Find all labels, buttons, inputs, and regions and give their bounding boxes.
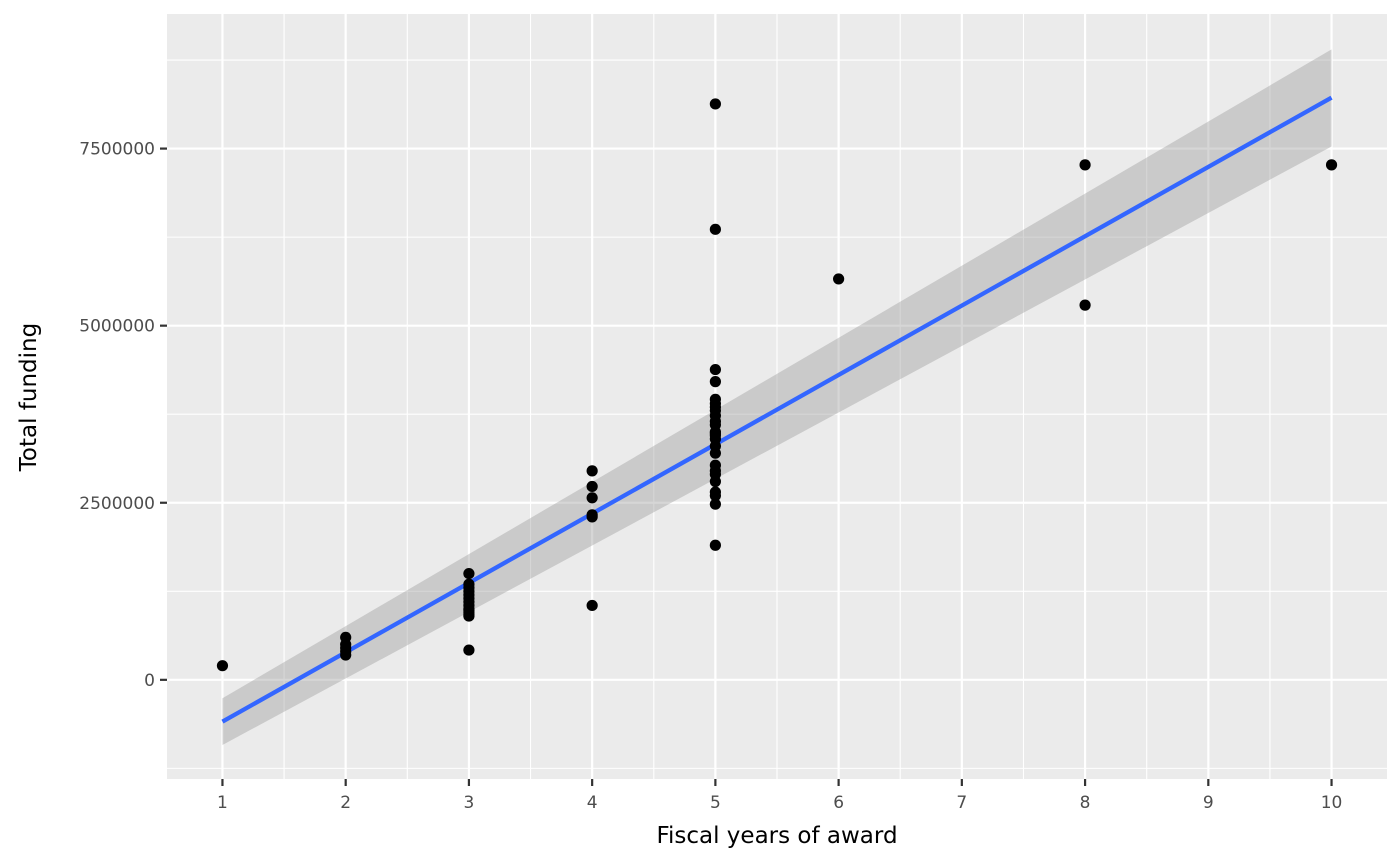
data-point	[586, 480, 598, 493]
data-point	[709, 447, 721, 459]
data-point	[709, 223, 721, 235]
x-tick-label-4: 4	[587, 793, 598, 813]
data-point	[709, 498, 721, 510]
x-tick-label-7: 7	[956, 793, 967, 813]
data-point	[709, 475, 721, 488]
data-point	[1079, 159, 1091, 171]
data-point	[709, 363, 721, 376]
x-tick-label-1: 1	[217, 793, 228, 813]
data-point	[709, 490, 721, 502]
y-tick-label-7500000: 7500000	[79, 140, 155, 160]
x-tick-label-2: 2	[340, 793, 351, 813]
data-point	[340, 649, 352, 661]
fit-line-layer	[221, 95, 1333, 724]
x-tick-label-5: 5	[710, 793, 721, 813]
confidence-band	[222, 49, 1332, 745]
data-point	[586, 599, 598, 612]
data-point	[709, 376, 721, 388]
data-point	[709, 98, 721, 110]
y-axis: 0 2500000 5000000 7500000	[79, 140, 167, 691]
y-tick-label-2500000: 2500000	[79, 494, 155, 514]
x-tick-label-10: 10	[1321, 793, 1343, 813]
data-point	[463, 644, 475, 656]
data-point	[1325, 159, 1338, 171]
y-axis-title: Total funding	[16, 323, 42, 472]
data-point	[709, 427, 721, 439]
data-point	[1079, 299, 1091, 311]
points-layer	[216, 98, 1338, 672]
data-point	[586, 465, 598, 477]
data-point	[833, 273, 845, 285]
data-point	[586, 492, 598, 504]
minor-grid	[167, 14, 1387, 779]
data-point	[709, 539, 721, 551]
major-grid	[167, 14, 1387, 779]
x-tick-label-9: 9	[1203, 793, 1214, 813]
regression-line	[221, 95, 1333, 724]
x-tick-label-6: 6	[833, 793, 844, 813]
data-point	[463, 567, 475, 580]
confidence-band-layer	[222, 49, 1332, 745]
y-tick-label-0: 0	[144, 671, 155, 691]
x-axis: 1 2 3 4 5 6 7 8 9 10	[217, 779, 1342, 813]
x-axis-title: Fiscal years of award	[656, 823, 897, 849]
x-tick-label-8: 8	[1080, 793, 1091, 813]
data-point	[463, 610, 475, 622]
data-point	[586, 511, 598, 523]
y-tick-label-5000000: 5000000	[79, 317, 155, 337]
data-point	[216, 660, 229, 672]
x-tick-label-3: 3	[464, 793, 475, 813]
